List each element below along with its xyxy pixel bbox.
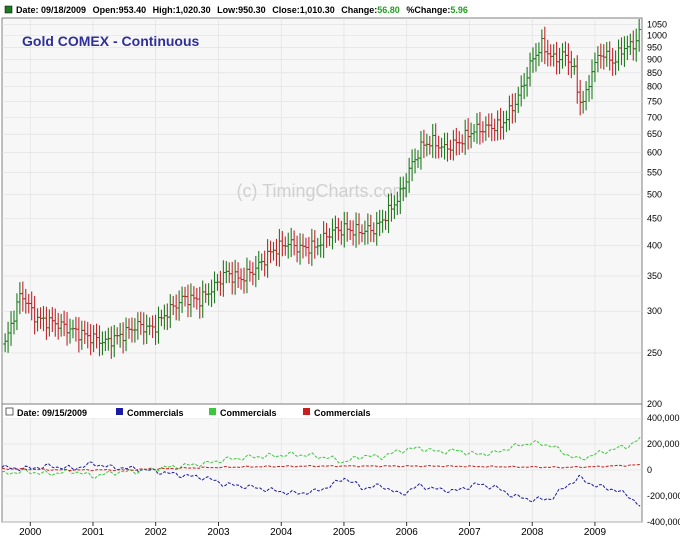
x-tick-label: 2008 [521, 527, 544, 538]
header-date: Date: 09/18/2009 [16, 5, 86, 15]
price-y-tick-label: 650 [647, 129, 662, 139]
price-bar [637, 19, 642, 52]
price-y-tick-label: 1000 [647, 31, 667, 41]
header-pct-label: %Change: [406, 5, 450, 15]
watermark: (c) TimingCharts.com [236, 181, 407, 201]
price-bars [3, 19, 642, 359]
price-y-tick-label: 800 [647, 82, 662, 92]
x-axis: 2000 2001 2002 2003 2004 2005 2006 2007 2008 2009 [19, 522, 607, 538]
header-change-label: Change: [341, 5, 377, 15]
price-y-tick-label: 350 [647, 271, 662, 281]
header-open: Open:953.40 [93, 5, 147, 15]
header-low: Low:950.30 [217, 5, 266, 15]
svg-text:Date: 09/18/2009 Open:953.: Date: 09/18/2009 Open:953.40 High:1,020.… [16, 5, 468, 15]
cot-y-tick-label: 400,000 [647, 413, 680, 423]
price-y-tick-label: 750 [647, 96, 662, 106]
x-tick-label: 2001 [82, 527, 105, 538]
price-y-tick-label: 200 [647, 399, 662, 409]
cot-header-date: Date: 09/15/2009 [17, 408, 87, 418]
price-y-tick-label: 550 [647, 167, 662, 177]
cot-legend-swatch-blue [116, 408, 123, 415]
cot-y-tick-label: -200,000 [647, 491, 680, 501]
price-y-tick-label: 600 [647, 148, 662, 158]
price-y-tick-label: 450 [647, 213, 662, 223]
x-tick-label: 2007 [458, 527, 481, 538]
cot-plot-area [1, 403, 643, 523]
cot-legend-label-green: Commercials [220, 408, 277, 418]
header-bar [2, 2, 642, 18]
x-tick-label: 2003 [207, 527, 230, 538]
header-pct-value: 5.96 [450, 5, 468, 15]
price-y-tick-label: 700 [647, 112, 662, 122]
cot-header-bar [3, 405, 641, 418]
header-close: Close:1,010.30 [272, 5, 335, 15]
header-change-value: 56.80 [377, 5, 400, 15]
price-y-tick-label: 900 [647, 55, 662, 65]
price-y-tick-label: 850 [647, 68, 662, 78]
header-high: High:1,020.30 [153, 5, 211, 15]
price-y-tick-label: 400 [647, 240, 662, 250]
price-y-tick-label: 1050 [647, 19, 667, 29]
cot-legend-swatch-red [303, 408, 310, 415]
cot-legend-label-blue: Commercials [127, 408, 184, 418]
cot-y-axis: 400,000 200,000 0 -200,000 -400,000 [647, 413, 680, 527]
x-tick-label: 2005 [333, 527, 356, 538]
x-tick-label: 2004 [270, 527, 293, 538]
price-plot-area [1, 17, 643, 405]
header-legend-swatch [4, 5, 13, 14]
x-tick-label: 2002 [145, 527, 168, 538]
cot-legend-label-red: Commercials [314, 408, 371, 418]
cot-lines [1, 436, 641, 507]
price-y-tick-label: 250 [647, 348, 662, 358]
cot-y-tick-label: 0 [647, 465, 652, 475]
price-y-tick-label: 500 [647, 189, 662, 199]
x-tick-label: 2009 [584, 527, 607, 538]
cot-legend-swatch-green [209, 408, 216, 415]
cot-y-tick-label: 200,000 [647, 439, 680, 449]
cot-line-green [1, 436, 641, 480]
x-tick-label: 2006 [396, 527, 419, 538]
chart-title: Gold COMEX - Continuous [22, 33, 200, 49]
cot-y-tick-label: -400,000 [647, 517, 680, 527]
x-tick-label: 2000 [19, 527, 42, 538]
cot-line-blue [1, 461, 641, 507]
price-y-tick-label: 950 [647, 42, 662, 52]
price-y-tick-label: 300 [647, 306, 662, 316]
cot-header-box [5, 407, 14, 416]
